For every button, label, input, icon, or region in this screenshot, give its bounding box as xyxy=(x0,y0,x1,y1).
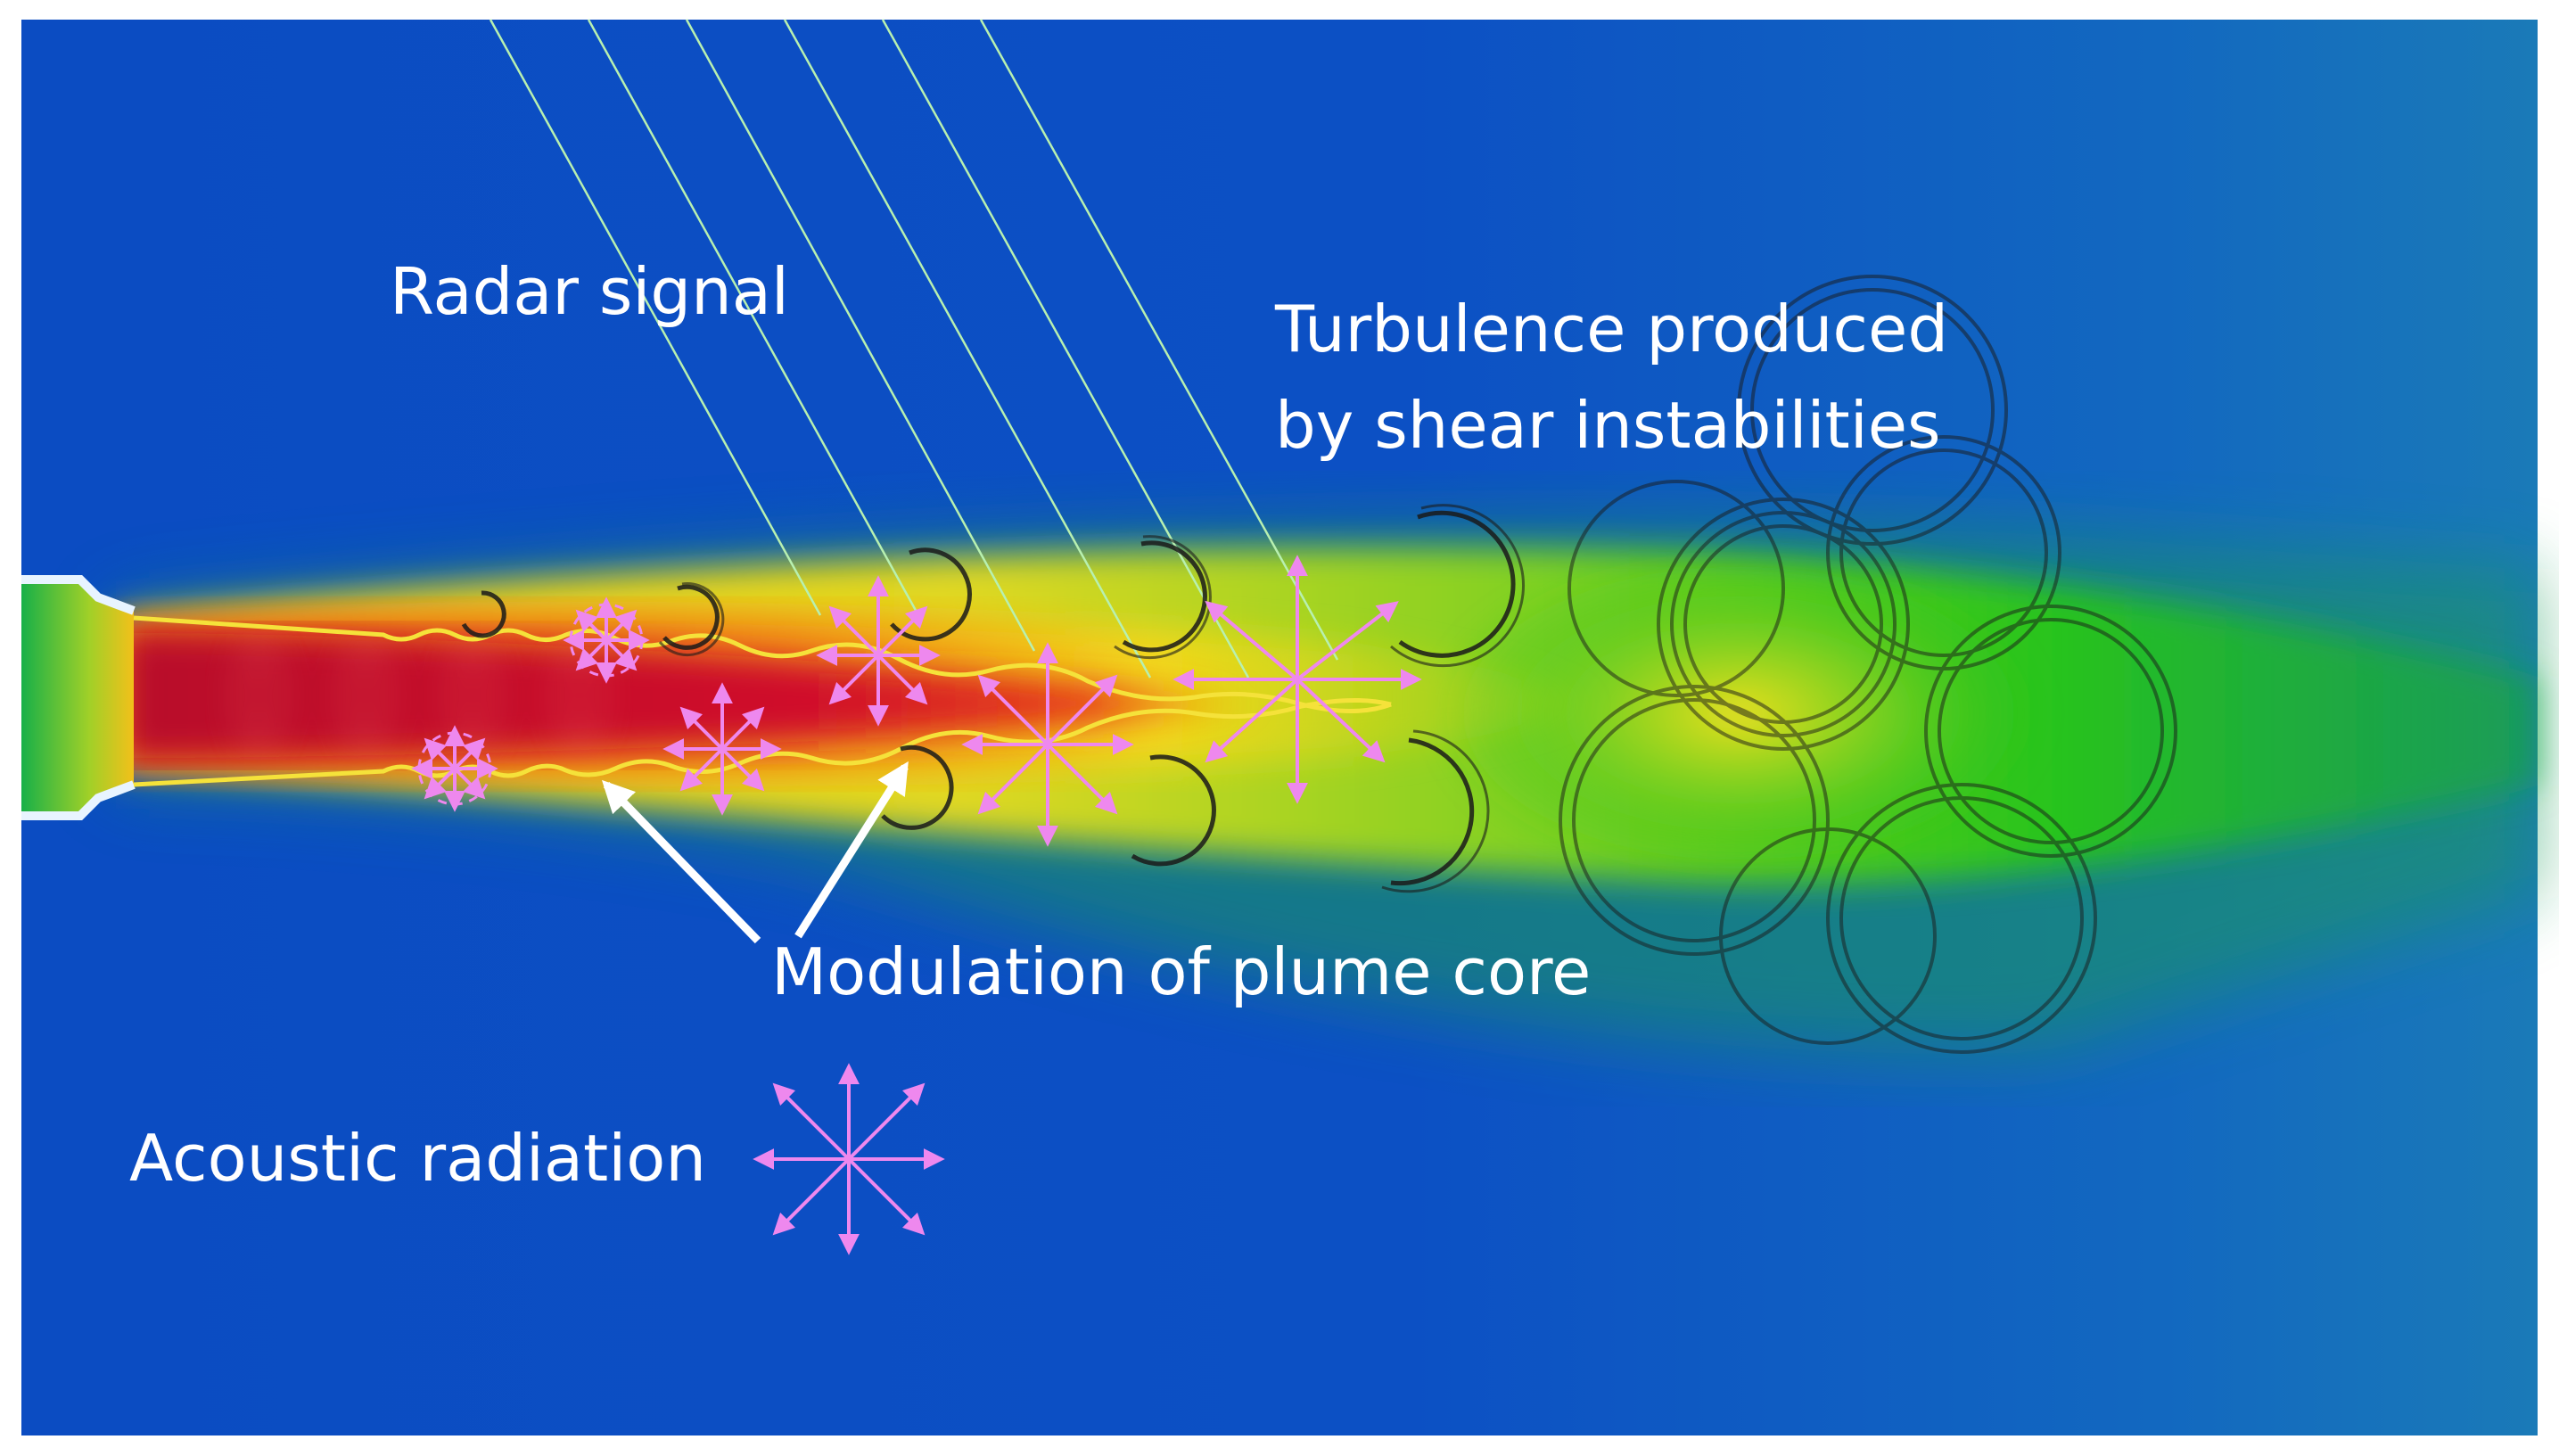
acoustic-radiation-label: Acoustic radiation xyxy=(129,1121,706,1196)
vortex-ring-icon xyxy=(1122,540,1207,653)
acoustic-star-icon xyxy=(816,575,941,727)
acoustic-star-icon xyxy=(411,725,498,812)
radar-beam-line xyxy=(489,19,822,616)
vortex-ring-icon xyxy=(1826,783,2097,1054)
turbulence-label-line2: by shear instabilities xyxy=(1275,388,1941,463)
modulation-label: Modulation of plume core xyxy=(771,934,1591,1009)
radar-beam-line xyxy=(979,19,1339,661)
vortex-ring-icon xyxy=(1719,827,1937,1045)
vortex-ring-icon xyxy=(1567,480,1785,697)
radar-signal-label: Radar signal xyxy=(390,254,789,329)
radar-beam-line xyxy=(881,19,1250,679)
pointer-arrow-icon xyxy=(601,779,761,944)
vortex-ring-icon xyxy=(1390,737,1475,886)
vortex-ring-icon xyxy=(881,744,954,830)
modulation-pointer-arrows xyxy=(601,761,909,944)
vortex-ring-icon xyxy=(1737,275,2008,546)
acoustic-star-icon xyxy=(961,642,1134,847)
vortex-ring-icon xyxy=(1924,605,2177,858)
radar-beam-line xyxy=(685,19,1036,652)
nozzle-icon xyxy=(21,575,136,820)
vortex-rings xyxy=(461,275,2177,1054)
pointer-arrow-icon xyxy=(794,761,909,939)
acoustic-star-icon xyxy=(662,682,782,816)
vortex-ring-icon xyxy=(890,547,972,642)
vortex-ring-icon xyxy=(1657,498,1910,751)
acoustic-star-icon xyxy=(563,596,650,684)
acoustic-star-icon xyxy=(1173,555,1422,804)
turbulence-label-line1: Turbulence produced xyxy=(1274,292,1948,366)
vortex-ring-icon xyxy=(1131,754,1216,867)
acoustic-stars xyxy=(411,555,1422,1255)
vortex-ring-icon xyxy=(662,584,720,650)
radar-beam-line xyxy=(587,19,920,616)
radar-beam-lines xyxy=(489,19,1339,679)
vortex-ring-icon xyxy=(1398,510,1516,658)
vortex-ring-icon xyxy=(461,590,506,638)
acoustic-star-icon xyxy=(753,1063,945,1255)
radar-beam-line xyxy=(783,19,1152,679)
vortex-ring-icon xyxy=(1559,685,1830,956)
